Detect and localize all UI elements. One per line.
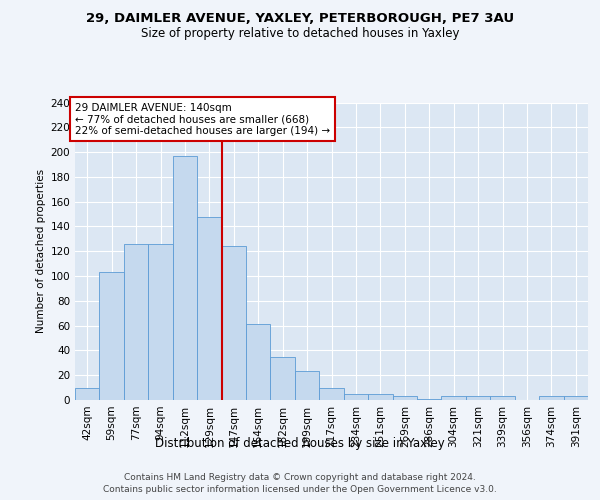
Bar [563, 396, 588, 400]
Text: Contains public sector information licensed under the Open Government Licence v3: Contains public sector information licen… [103, 485, 497, 494]
Bar [368, 394, 392, 400]
Bar [100, 272, 124, 400]
Bar [197, 216, 221, 400]
Bar [148, 244, 173, 400]
Bar [75, 388, 100, 400]
Text: Distribution of detached houses by size in Yaxley: Distribution of detached houses by size … [155, 438, 445, 450]
Bar [539, 396, 563, 400]
Bar [344, 394, 368, 400]
Text: 29, DAIMLER AVENUE, YAXLEY, PETERBOROUGH, PE7 3AU: 29, DAIMLER AVENUE, YAXLEY, PETERBOROUGH… [86, 12, 514, 26]
Bar [246, 324, 271, 400]
Bar [295, 372, 319, 400]
Bar [173, 156, 197, 400]
Bar [466, 396, 490, 400]
Bar [442, 396, 466, 400]
Bar [392, 396, 417, 400]
Bar [221, 246, 246, 400]
Bar [271, 356, 295, 400]
Text: Size of property relative to detached houses in Yaxley: Size of property relative to detached ho… [141, 28, 459, 40]
Bar [319, 388, 344, 400]
Y-axis label: Number of detached properties: Number of detached properties [36, 169, 46, 334]
Bar [124, 244, 148, 400]
Bar [490, 396, 515, 400]
Bar [417, 399, 442, 400]
Text: 29 DAIMLER AVENUE: 140sqm
← 77% of detached houses are smaller (668)
22% of semi: 29 DAIMLER AVENUE: 140sqm ← 77% of detac… [75, 102, 330, 136]
Text: Contains HM Land Registry data © Crown copyright and database right 2024.: Contains HM Land Registry data © Crown c… [124, 472, 476, 482]
